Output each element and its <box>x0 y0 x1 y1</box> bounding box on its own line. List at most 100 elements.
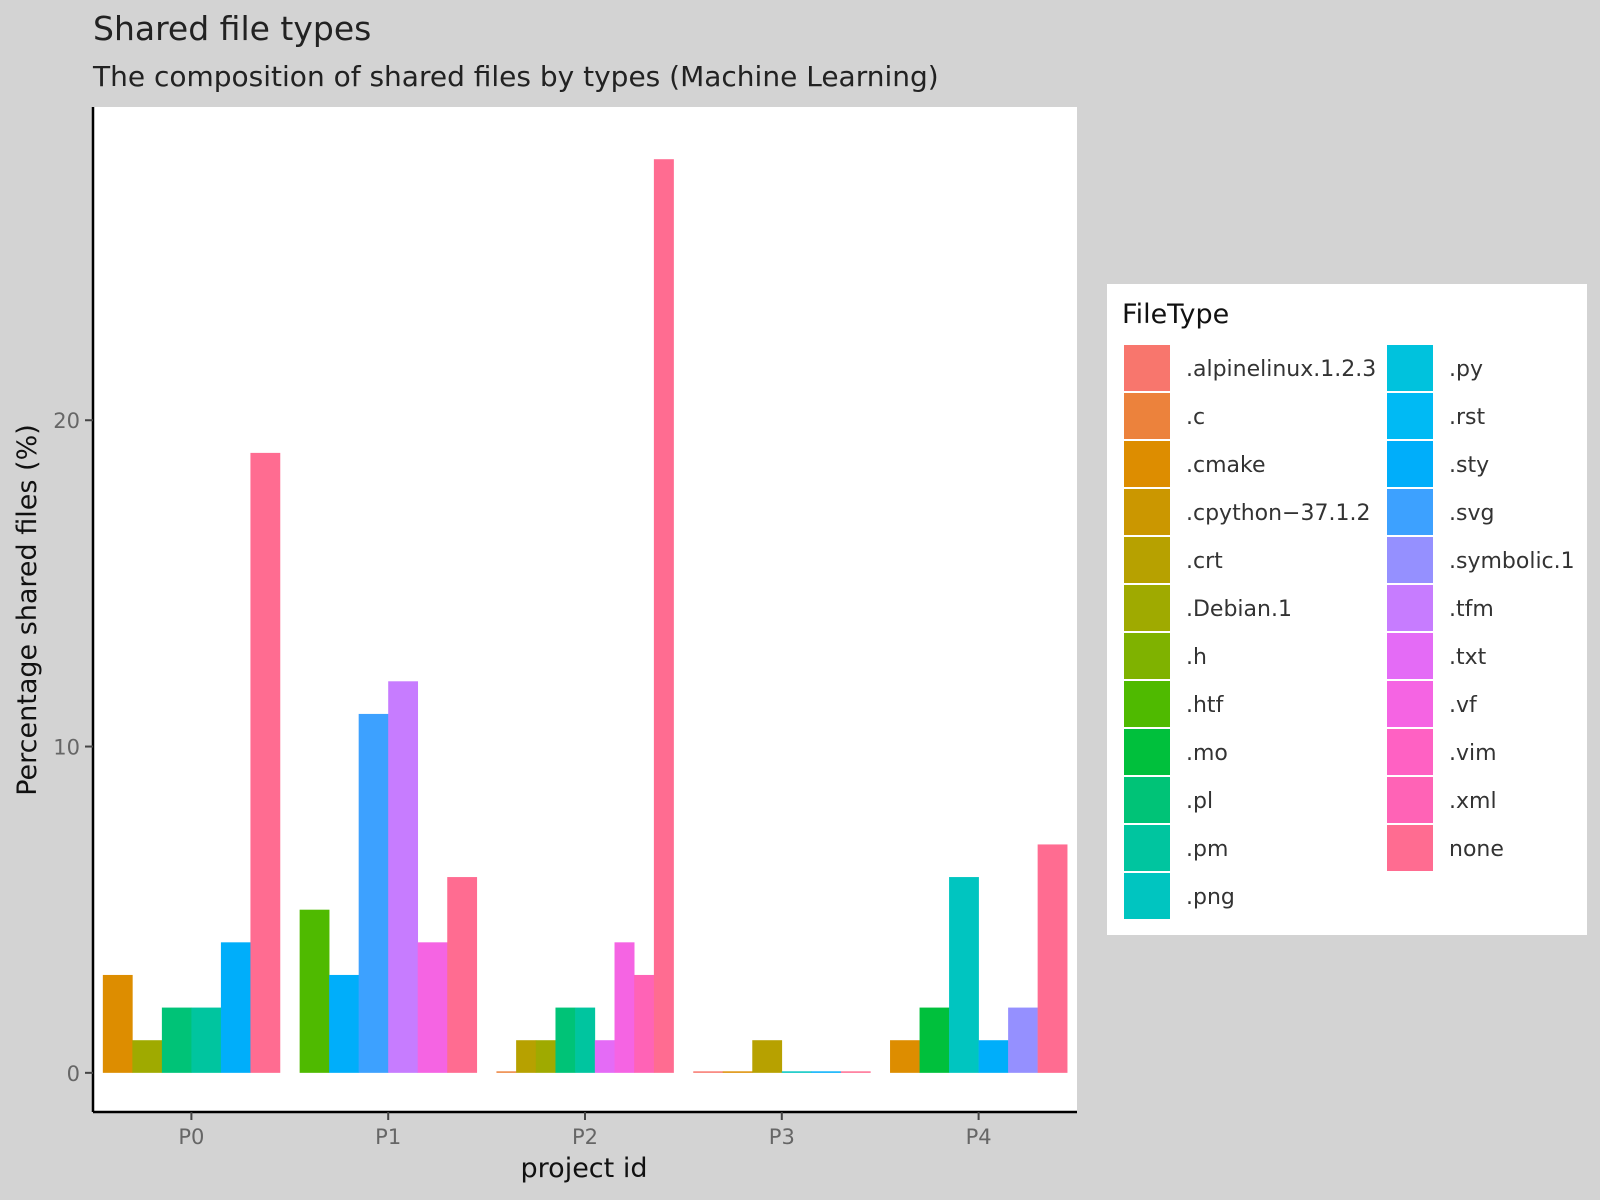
legend-label: .cpython−37.1.2 <box>1186 501 1370 526</box>
legend-label: .alpinelinux.1.2.3 <box>1186 357 1376 382</box>
legend-label: .rst <box>1449 405 1486 430</box>
x-tick-label: P2 <box>572 1125 598 1149</box>
y-axis-ticks: 0 10 20 <box>53 409 93 1086</box>
legend-swatch <box>1124 729 1170 775</box>
bar-p1-sty <box>329 974 359 1073</box>
bar-p4-none <box>1037 844 1068 1073</box>
legend-box <box>1107 284 1587 935</box>
legend-label: .h <box>1186 645 1207 670</box>
legend-swatch <box>1387 393 1433 439</box>
legend-label: .txt <box>1449 645 1487 670</box>
bar-p2-none <box>653 159 674 1073</box>
bar-p3-png <box>781 1071 812 1073</box>
legend-item-sty: .sty <box>1387 441 1489 487</box>
legend-item-tfm: .tfm <box>1387 585 1494 631</box>
bar-p0-debian-1 <box>132 1040 163 1073</box>
legend-label: .xml <box>1449 789 1497 814</box>
bar-p3-none <box>840 1071 871 1073</box>
legend-label: .pl <box>1186 789 1213 814</box>
bar-p2-pl <box>555 1007 576 1073</box>
legend-item-svg: .svg <box>1387 489 1494 535</box>
legend-label: none <box>1449 837 1504 862</box>
bar-p1-svg <box>358 713 389 1073</box>
legend-label: .symbolic.1 <box>1449 549 1575 574</box>
legend-swatch <box>1387 777 1433 823</box>
legend-swatch <box>1124 681 1170 727</box>
legend-item-crt: .crt <box>1124 537 1223 583</box>
legend-label: .tfm <box>1449 597 1494 622</box>
bar-p1-tfm <box>388 681 419 1073</box>
legend-swatch <box>1387 729 1433 775</box>
legend-label: .vim <box>1449 741 1497 766</box>
legend-swatch <box>1387 345 1433 391</box>
legend-swatch <box>1387 825 1433 871</box>
bar-p1-none <box>447 877 478 1073</box>
legend-item-mo: .mo <box>1124 729 1228 775</box>
legend-item-symbolic-1: .symbolic.1 <box>1387 537 1575 583</box>
bar-p2-c <box>496 1071 517 1073</box>
y-axis-title: Percentage shared files (%) <box>12 424 43 796</box>
bar-p4-png <box>949 877 979 1073</box>
bar-p0-pl <box>161 1007 192 1073</box>
legend-label: .png <box>1186 885 1235 910</box>
legend-swatch <box>1124 873 1170 919</box>
chart-subtitle: The composition of shared files by types… <box>92 60 939 93</box>
bar-p4-cmake <box>890 1040 920 1073</box>
legend-swatch <box>1124 633 1170 679</box>
y-tick-label: 10 <box>53 736 80 760</box>
legend-item-htf: .htf <box>1124 681 1225 727</box>
bar-p2-xml <box>634 974 655 1073</box>
legend-label: .crt <box>1186 549 1223 574</box>
legend: .alpinelinux.1.2.3 .c .cmake .cpython−37.1.… <box>1124 345 1575 919</box>
legend-item-pl: .pl <box>1124 777 1213 823</box>
y-tick-label: 0 <box>67 1062 80 1086</box>
legend-label: .sty <box>1449 453 1489 478</box>
bar-p0-pm <box>191 1007 222 1073</box>
legend-swatch <box>1387 633 1433 679</box>
legend-item-py: .py <box>1387 345 1483 391</box>
x-tick-label: P4 <box>966 1125 992 1149</box>
legend-item-pm: .pm <box>1124 825 1228 871</box>
legend-label: .vf <box>1449 693 1478 718</box>
legend-label: .Debian.1 <box>1186 597 1292 622</box>
legend-item-cpython-37-1-2: .cpython−37.1.2 <box>1124 489 1370 535</box>
legend-item-xml: .xml <box>1387 777 1497 823</box>
legend-label: .mo <box>1186 741 1228 766</box>
bars-layer <box>102 159 1068 1073</box>
x-axis-ticks: P0 P1 P2 P3 P4 <box>178 1112 992 1149</box>
bar-p4-mo <box>919 1007 950 1073</box>
legend-item-vf: .vf <box>1387 681 1478 727</box>
bar-p0-none <box>250 452 281 1073</box>
legend-swatch <box>1124 825 1170 871</box>
bar-p3-crt <box>752 1040 783 1073</box>
legend-label: .c <box>1186 405 1205 430</box>
legend-title: FileType <box>1122 299 1229 330</box>
legend-swatch <box>1124 441 1170 487</box>
legend-item-png: .png <box>1124 873 1235 919</box>
bar-p1-htf <box>299 909 330 1073</box>
bar-p2-pm <box>575 1007 596 1073</box>
bar-p2-debian-1 <box>535 1040 556 1073</box>
legend-swatch <box>1124 489 1170 535</box>
legend-swatch <box>1387 441 1433 487</box>
legend-label: .htf <box>1186 693 1225 718</box>
bar-p0-sty <box>220 942 251 1073</box>
legend-label: .cmake <box>1186 453 1266 478</box>
bar-p3-sty <box>811 1071 842 1073</box>
legend-swatch <box>1387 585 1433 631</box>
legend-swatch <box>1124 393 1170 439</box>
x-tick-label: P0 <box>178 1125 204 1149</box>
legend-item-alpinelinux-1-2-3: .alpinelinux.1.2.3 <box>1124 345 1376 391</box>
legend-swatch <box>1124 537 1170 583</box>
legend-swatch <box>1387 681 1433 727</box>
legend-label: .pm <box>1186 837 1228 862</box>
legend-swatch <box>1124 345 1170 391</box>
legend-item-rst: .rst <box>1387 393 1486 439</box>
legend-item-h: .h <box>1124 633 1207 679</box>
bar-p2-crt <box>516 1040 537 1073</box>
x-axis-title: project id <box>521 1153 648 1184</box>
chart-title: Shared file types <box>93 9 371 48</box>
bar-p2-vf <box>614 942 635 1073</box>
bar-p3-alpinelinux-1-2-3 <box>693 1071 724 1073</box>
